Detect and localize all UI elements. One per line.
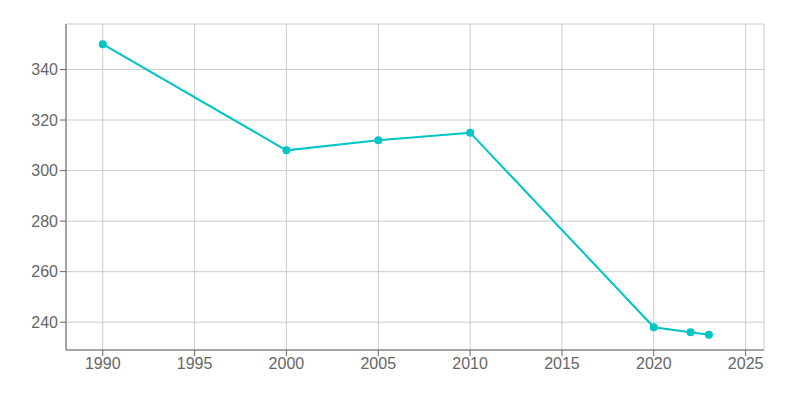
svg-text:2020: 2020 xyxy=(636,355,672,372)
svg-text:1990: 1990 xyxy=(85,355,121,372)
svg-text:340: 340 xyxy=(31,61,58,78)
svg-text:240: 240 xyxy=(31,314,58,331)
svg-text:2015: 2015 xyxy=(544,355,580,372)
svg-text:280: 280 xyxy=(31,213,58,230)
svg-text:1995: 1995 xyxy=(177,355,213,372)
svg-text:2025: 2025 xyxy=(728,355,764,372)
svg-text:2005: 2005 xyxy=(360,355,396,372)
svg-text:2010: 2010 xyxy=(452,355,488,372)
svg-text:320: 320 xyxy=(31,112,58,129)
svg-text:300: 300 xyxy=(31,162,58,179)
svg-text:260: 260 xyxy=(31,263,58,280)
svg-text:2000: 2000 xyxy=(269,355,305,372)
